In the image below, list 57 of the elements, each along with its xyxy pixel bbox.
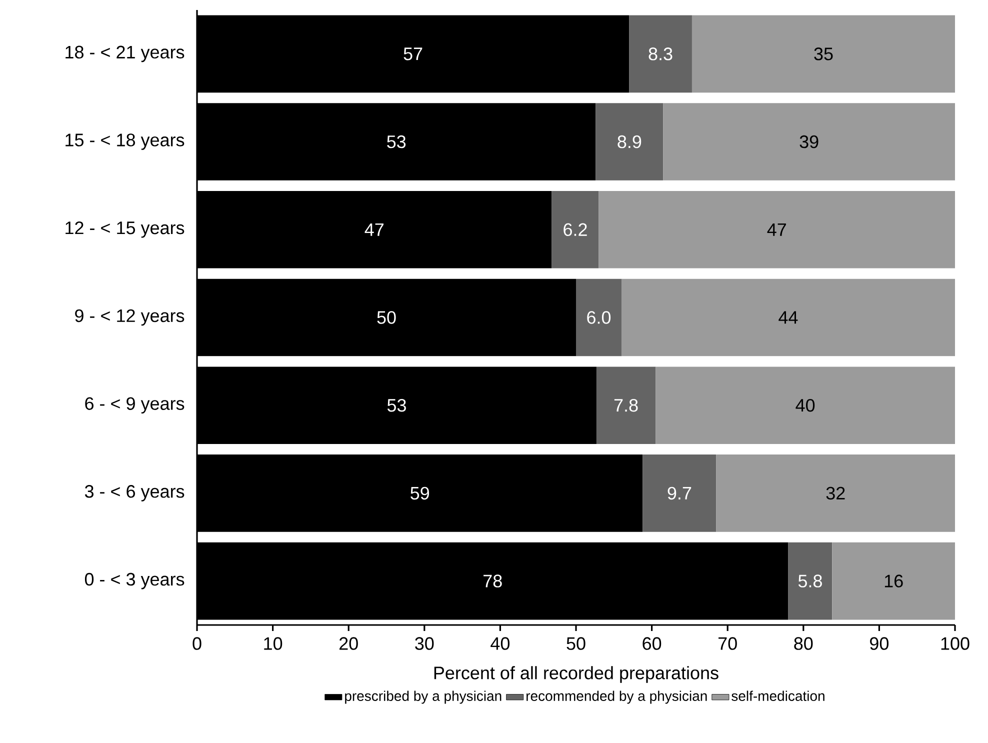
x-tick-label: 10	[264, 637, 282, 650]
x-tick-label: 40	[490, 637, 510, 650]
bar	[596, 366, 656, 444]
data-label: 32	[826, 486, 845, 500]
x-tick-label: 80	[794, 637, 813, 650]
y-tick-label: 0 - < 3 years	[84, 572, 184, 590]
data-label: 8.3	[648, 48, 672, 60]
y-tick-label: 18 - < 21 years	[66, 46, 184, 62]
bar	[788, 542, 832, 620]
bar	[576, 278, 622, 356]
data-label: 78	[484, 574, 502, 588]
bar	[716, 454, 955, 532]
bar	[663, 103, 955, 180]
data-label: 47	[364, 223, 384, 236]
bar	[692, 15, 955, 93]
y-tick-label: 3 - < 6 years	[84, 485, 184, 502]
legend-label: prescribed by a physician	[345, 690, 502, 704]
data-label: 8.9	[618, 135, 642, 148]
bar	[552, 190, 599, 268]
legend-label: self-medication	[732, 690, 824, 701]
data-label: 35	[814, 48, 833, 60]
x-axis-title: Percent of all recorded preparations	[434, 666, 718, 683]
data-label: 50	[377, 311, 396, 324]
bar	[598, 190, 955, 268]
data-label: 53	[387, 135, 406, 148]
x-tick-label: 30	[415, 637, 434, 650]
data-label: 16	[884, 574, 903, 588]
data-label: 39	[800, 135, 818, 148]
bar	[621, 278, 955, 356]
y-tick-label: 9 - < 12 years	[75, 309, 184, 326]
data-label: 7.8	[614, 398, 638, 412]
y-tick-label: 15 - < 18 years	[66, 134, 184, 150]
bar	[642, 454, 716, 532]
bar	[596, 103, 664, 180]
data-label: 53	[387, 398, 406, 412]
data-label: 40	[796, 398, 815, 412]
data-label: 6.2	[564, 223, 587, 236]
y-tick-label: 12 - < 15 years	[66, 221, 184, 238]
data-label: 5.8	[798, 574, 822, 588]
x-tick-label: 60	[642, 637, 662, 650]
x-tick-label: 50	[566, 637, 586, 650]
x-tick-label: 100	[941, 637, 970, 650]
y-tick-label: 6 - < 9 years	[85, 397, 184, 414]
x-tick-label: 70	[718, 637, 737, 650]
data-label: 47	[767, 223, 786, 236]
data-label: 59	[410, 486, 430, 500]
data-label: 9.7	[668, 486, 692, 500]
bar	[629, 15, 692, 93]
x-tick-label: 20	[340, 637, 358, 650]
legend-label: recommended by a physician	[526, 690, 707, 704]
data-label: 44	[778, 311, 798, 324]
bar	[832, 542, 955, 620]
x-tick-label: 90	[870, 637, 889, 650]
data-label: 57	[404, 48, 422, 60]
bar	[656, 366, 955, 444]
data-label: 6.0	[587, 311, 611, 324]
x-tick-label: 0	[192, 637, 202, 650]
